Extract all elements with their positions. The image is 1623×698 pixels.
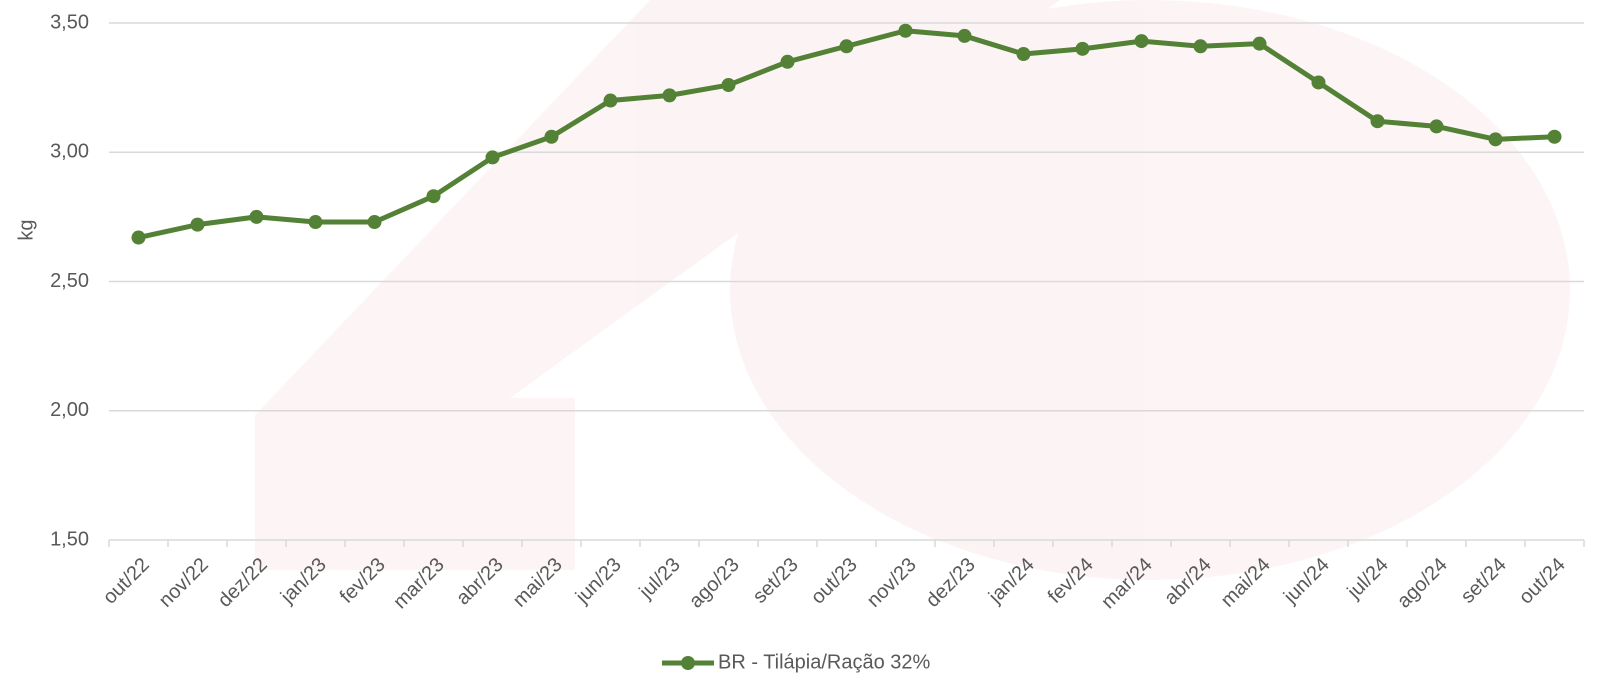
data-point (1017, 47, 1031, 61)
data-point (191, 218, 205, 232)
data-point (1489, 132, 1503, 146)
y-tick-label: 2,00 (50, 399, 89, 421)
data-point (1076, 42, 1090, 56)
x-tick-label: set/23 (749, 554, 803, 608)
x-tick-label: out/24 (1515, 554, 1570, 609)
x-tick-label: jun/23 (571, 554, 626, 609)
data-point (309, 215, 323, 229)
legend-label: BR - Tilápia/Ração 32% (718, 651, 931, 673)
x-tick-label: ago/24 (1393, 554, 1452, 613)
legend: BR - Tilápia/Ração 32% (662, 651, 931, 673)
data-point (427, 189, 441, 203)
data-point (545, 130, 559, 144)
data-point (132, 231, 146, 245)
x-tick-label: out/22 (99, 554, 154, 609)
data-point (250, 210, 264, 224)
x-tick-label: out/23 (807, 554, 862, 609)
data-point (486, 150, 500, 164)
chart: kg 1,502,002,503,003,50out/22nov/22dez/2… (0, 0, 1623, 698)
x-tick-label: nov/23 (863, 554, 921, 612)
x-tick-label: jul/23 (635, 554, 685, 604)
data-point (1253, 37, 1267, 51)
legend-marker (681, 656, 695, 670)
y-tick-label: 3,50 (50, 11, 89, 33)
data-point (663, 88, 677, 102)
data-point (958, 29, 972, 43)
x-tick-label: dez/22 (214, 554, 272, 612)
data-point (899, 24, 913, 38)
x-tick-label: set/24 (1457, 554, 1511, 608)
data-point (604, 94, 618, 108)
data-point (781, 55, 795, 69)
x-tick-label: nov/22 (155, 554, 213, 612)
y-axis-label: kg (15, 219, 37, 240)
data-point (1194, 39, 1208, 53)
data-point (1371, 114, 1385, 128)
data-point (1135, 34, 1149, 48)
x-tick-label: jul/24 (1343, 554, 1393, 604)
watermark (255, 0, 1570, 580)
data-point (1430, 119, 1444, 133)
y-tick-label: 2,50 (50, 270, 89, 292)
page: {"chart_data": {"type": "line", "y_label… (0, 0, 1623, 698)
x-tick-label: ago/23 (685, 554, 744, 613)
data-point (840, 39, 854, 53)
data-point (722, 78, 736, 92)
y-tick-label: 1,50 (50, 528, 89, 550)
y-tick-label: 3,00 (50, 141, 89, 163)
x-tick-label: dez/23 (922, 554, 980, 612)
data-point (1312, 75, 1326, 89)
data-point (1548, 130, 1562, 144)
data-point (368, 215, 382, 229)
